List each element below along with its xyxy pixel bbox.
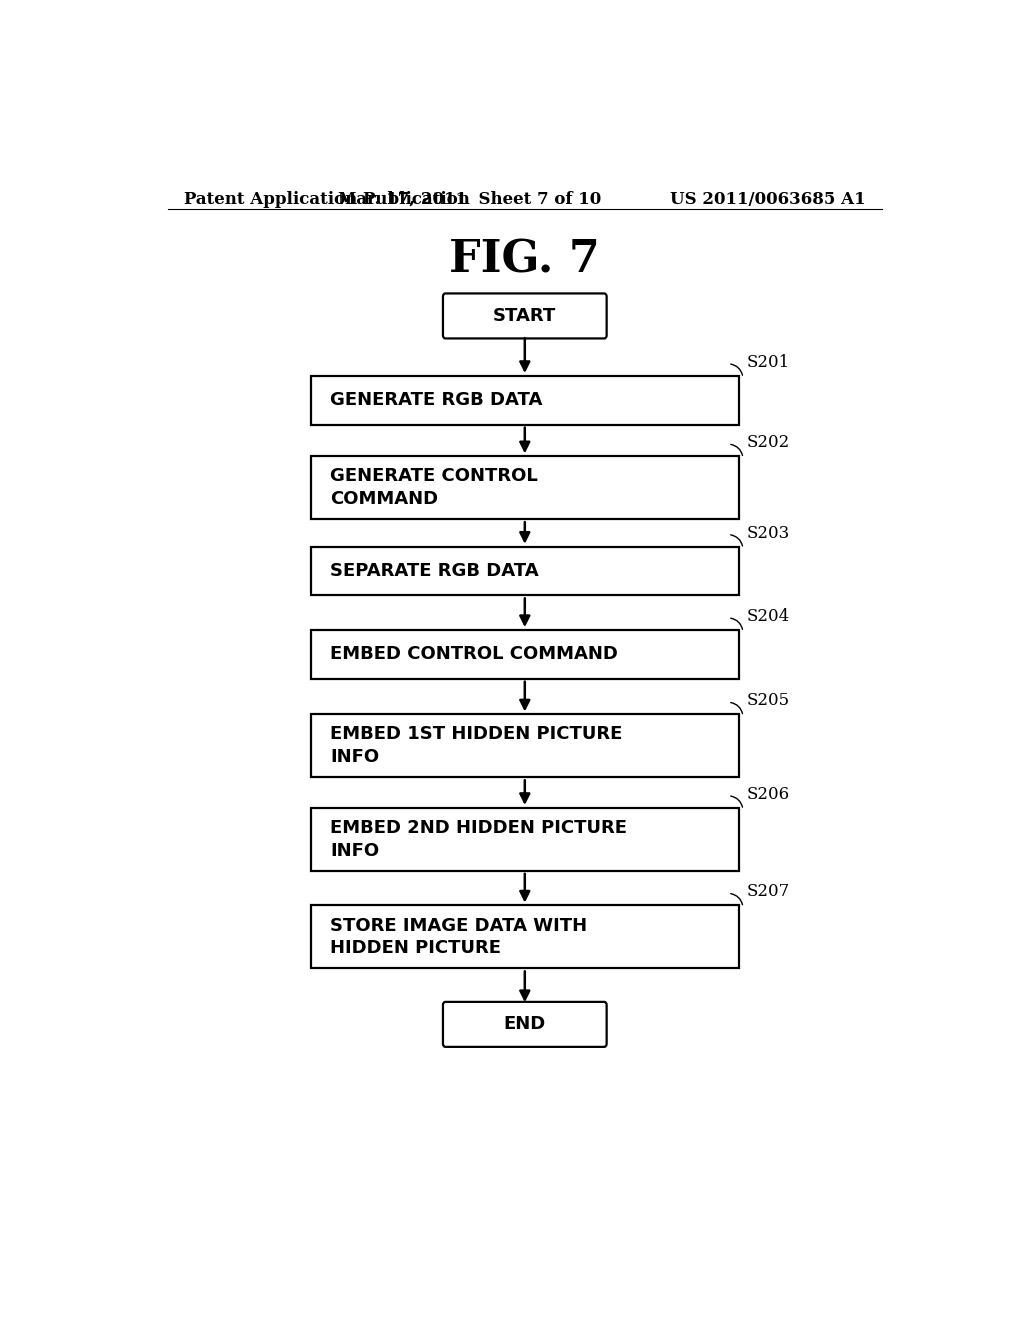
Bar xyxy=(310,630,739,678)
Text: STORE IMAGE DATA WITH
HIDDEN PICTURE: STORE IMAGE DATA WITH HIDDEN PICTURE xyxy=(331,916,588,957)
Text: S204: S204 xyxy=(748,609,791,624)
Text: GENERATE RGB DATA: GENERATE RGB DATA xyxy=(331,391,543,409)
Bar xyxy=(310,906,739,969)
Text: START: START xyxy=(494,308,556,325)
FancyBboxPatch shape xyxy=(443,293,606,338)
Text: SEPARATE RGB DATA: SEPARATE RGB DATA xyxy=(331,562,539,579)
Text: US 2011/0063685 A1: US 2011/0063685 A1 xyxy=(671,190,866,207)
Text: EMBED 1ST HIDDEN PICTURE
INFO: EMBED 1ST HIDDEN PICTURE INFO xyxy=(331,726,623,767)
Text: Patent Application Publication: Patent Application Publication xyxy=(183,190,469,207)
Text: S202: S202 xyxy=(748,434,791,451)
Text: EMBED CONTROL COMMAND: EMBED CONTROL COMMAND xyxy=(331,645,618,664)
Bar xyxy=(310,457,739,519)
Bar xyxy=(310,808,739,871)
FancyBboxPatch shape xyxy=(443,1002,606,1047)
Text: Mar. 17, 2011  Sheet 7 of 10: Mar. 17, 2011 Sheet 7 of 10 xyxy=(338,190,601,207)
Text: S207: S207 xyxy=(748,883,791,900)
Text: END: END xyxy=(504,1015,546,1034)
Text: S206: S206 xyxy=(748,785,791,803)
Text: S205: S205 xyxy=(748,692,791,709)
Text: GENERATE CONTROL
COMMAND: GENERATE CONTROL COMMAND xyxy=(331,467,539,508)
Text: FIG. 7: FIG. 7 xyxy=(450,239,600,281)
Text: S203: S203 xyxy=(748,524,791,541)
Bar xyxy=(310,376,739,425)
Text: S201: S201 xyxy=(748,354,791,371)
Bar xyxy=(310,546,739,595)
Text: EMBED 2ND HIDDEN PICTURE
INFO: EMBED 2ND HIDDEN PICTURE INFO xyxy=(331,818,628,859)
Bar xyxy=(310,714,739,777)
